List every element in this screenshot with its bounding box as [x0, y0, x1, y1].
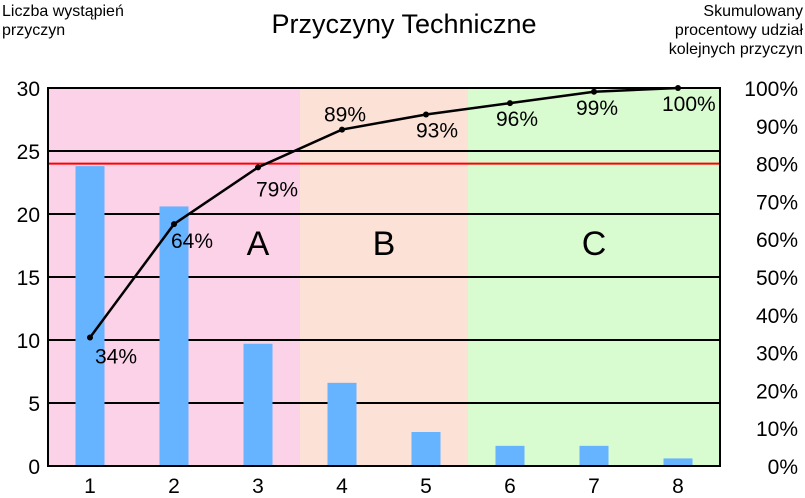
x-tick-label: 6	[504, 475, 516, 498]
cumulative-point	[507, 100, 513, 107]
cumulative-label: 100%	[662, 93, 716, 116]
y2-tick-label: 50%	[756, 267, 798, 290]
x-tick-label: 8	[672, 475, 684, 498]
cumulative-label: 89%	[324, 104, 366, 127]
cumulative-point	[339, 126, 345, 133]
cumulative-point	[87, 334, 93, 341]
x-tick-label: 1	[84, 475, 96, 498]
y2-tick-label: 10%	[756, 418, 798, 441]
cumulative-label: 99%	[576, 97, 618, 120]
y2-tick-label: 70%	[756, 191, 798, 214]
y2-axis-title: Skumulowany procentowy udział kolejnych pr…	[669, 3, 804, 58]
y2-tick-label: 80%	[756, 154, 798, 177]
x-tick-label: 7	[588, 475, 600, 498]
cumulative-line	[88, 86, 679, 339]
y-axis-title: Liczba wystąpień przyczyn	[2, 3, 124, 39]
y2-tick-label: 60%	[756, 229, 798, 252]
cumulative-label: 93%	[416, 119, 458, 142]
y2-tick-label: 40%	[756, 305, 798, 328]
bar	[579, 445, 609, 466]
cumulative-label: 96%	[496, 108, 538, 131]
cumulative-label: 34%	[95, 345, 137, 368]
y-tick-label: 30	[17, 78, 40, 101]
cumulative-label: 64%	[171, 230, 213, 253]
cumulative-line-layer	[87, 85, 681, 341]
bar	[495, 445, 525, 466]
zone-label-b: B	[373, 225, 396, 263]
y-axis-title-line: przyczyn	[2, 22, 65, 39]
y2-tick-label: 30%	[756, 343, 798, 366]
y-tick-label: 0	[28, 456, 40, 479]
cumulative-point	[255, 164, 261, 171]
cumulative-label: 79%	[256, 178, 298, 201]
y-tick-label: 5	[28, 393, 40, 416]
bar	[159, 206, 189, 466]
cumulative-point	[591, 88, 597, 95]
y2-tick-label: 90%	[756, 116, 798, 139]
zone-label-a: A	[247, 225, 270, 263]
y2-tick-label: 20%	[756, 380, 798, 403]
x-tick-label: 5	[420, 475, 432, 498]
y-tick-label: 10	[17, 330, 40, 353]
x-tick-label: 3	[252, 475, 264, 498]
y-tick-label: 25	[17, 141, 40, 164]
y-tick-label: 20	[17, 204, 40, 227]
bar	[663, 458, 693, 466]
cumulative-point	[423, 111, 429, 118]
y2-tick-label: 100%	[744, 78, 798, 101]
y-axis-title-line: Liczba wystąpień	[2, 3, 124, 20]
axes-layer: 0510152025300%10%20%30%40%50%60%70%80%90…	[17, 78, 798, 498]
y2-tick-label: 0%	[768, 456, 798, 479]
bar	[327, 382, 357, 466]
bar	[243, 343, 273, 466]
x-tick-label: 2	[168, 475, 180, 498]
x-tick-label: 4	[336, 475, 348, 498]
y2-axis-title-line: kolejnych przyczyn	[669, 41, 803, 58]
bar	[411, 431, 441, 466]
bars-layer	[75, 166, 693, 466]
plot-frame	[47, 87, 721, 467]
labels-layer: 34% 64% 79% 89% 93% 96% 99% 100% A B C	[95, 93, 716, 368]
y-tick-label: 15	[17, 267, 40, 290]
bar	[75, 166, 105, 466]
cumulative-point	[171, 221, 177, 228]
y2-axis-title-line: procentowy udział	[675, 22, 804, 39]
zone-label-c: C	[582, 225, 607, 263]
chart-title: Przyczyny Techniczne	[271, 9, 536, 39]
y2-axis-title-line: Skumulowany	[703, 3, 803, 20]
